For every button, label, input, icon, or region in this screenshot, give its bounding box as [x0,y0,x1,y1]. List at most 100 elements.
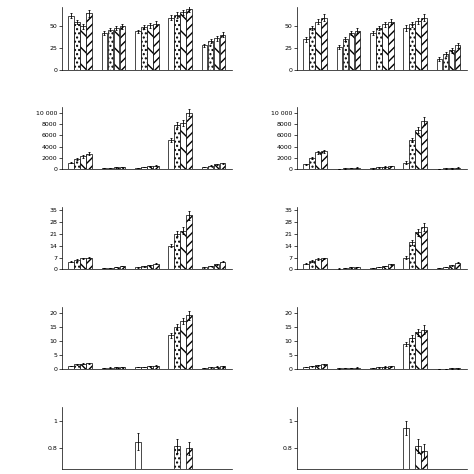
Bar [437,59,442,70]
Bar [343,168,348,170]
Bar [174,125,180,170]
Bar [421,451,427,474]
Bar [410,140,415,170]
Bar [147,25,153,70]
Bar [141,367,146,369]
Bar [202,368,207,369]
Bar [348,267,354,269]
Bar [309,366,315,369]
Bar [119,367,125,369]
Bar [108,268,113,269]
Bar [382,167,388,170]
Bar [141,266,146,269]
Bar [135,441,140,474]
Bar [214,164,219,170]
Bar [80,26,86,70]
Bar [135,367,140,369]
Bar [376,28,382,70]
Bar [86,154,92,170]
Bar [74,22,80,70]
Bar [220,163,225,170]
Bar [455,46,460,70]
Bar [410,242,415,269]
Bar [168,335,174,369]
Bar [181,321,186,369]
Bar [181,12,186,70]
Bar [403,163,409,170]
Bar [343,39,348,70]
Bar [321,258,327,269]
Bar [455,368,460,369]
Bar [309,158,315,170]
Bar [337,169,342,170]
Bar [181,230,186,269]
Bar [186,315,192,369]
Bar [337,47,342,70]
Bar [449,265,455,269]
Bar [202,167,207,170]
Bar [415,446,421,474]
Bar [315,365,321,369]
Bar [74,260,80,269]
Bar [343,268,348,269]
Bar [455,263,460,269]
Bar [86,363,92,369]
Bar [208,266,213,269]
Bar [309,261,315,269]
Bar [186,448,192,474]
Bar [108,168,113,170]
Bar [68,16,74,70]
Bar [68,366,74,369]
Bar [415,332,421,369]
Bar [114,267,119,269]
Bar [74,364,80,369]
Bar [220,35,225,70]
Bar [403,344,409,369]
Bar [74,159,80,170]
Bar [119,266,125,269]
Bar [443,168,448,170]
Bar [108,368,113,369]
Bar [403,28,409,70]
Bar [370,33,375,70]
Bar [68,262,74,269]
Bar [437,169,442,170]
Bar [355,368,360,369]
Bar [153,264,159,269]
Bar [186,9,192,70]
Bar [86,13,92,70]
Bar [370,168,375,170]
Bar [403,257,409,269]
Bar [315,153,321,170]
Bar [421,121,427,170]
Bar [153,24,159,70]
Bar [68,163,74,170]
Bar [321,364,327,369]
Bar [309,28,315,70]
Bar [108,30,113,70]
Bar [208,41,213,70]
Bar [114,28,119,70]
Bar [214,38,219,70]
Bar [214,264,219,269]
Bar [421,18,427,70]
Bar [208,367,213,369]
Bar [382,367,388,369]
Bar [186,113,192,170]
Bar [403,428,409,474]
Bar [415,130,421,170]
Bar [321,151,327,170]
Bar [153,165,159,170]
Bar [348,33,354,70]
Bar [355,30,360,70]
Bar [421,329,427,369]
Bar [202,46,207,70]
Bar [343,368,348,369]
Bar [348,368,354,369]
Bar [376,267,382,269]
Bar [168,18,174,70]
Bar [303,264,309,269]
Bar [321,18,327,70]
Bar [174,234,180,269]
Bar [315,22,321,70]
